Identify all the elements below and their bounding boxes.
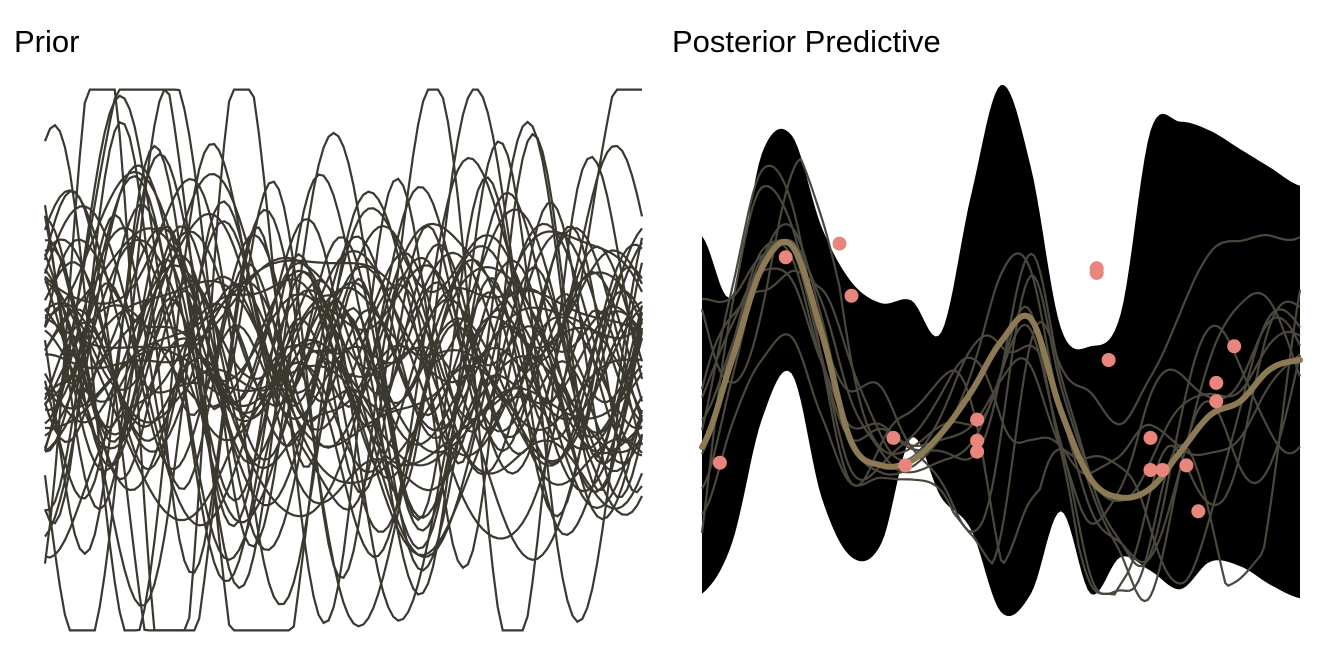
prior-title: Prior <box>14 24 80 59</box>
prior-sample-line <box>44 201 644 528</box>
prior-sample-line <box>43 120 644 625</box>
prior-sample-line <box>43 88 644 632</box>
observed-data-point <box>712 455 727 470</box>
prior-plot <box>43 88 644 632</box>
observed-data-point <box>832 236 847 251</box>
observed-data-point <box>1209 394 1224 409</box>
observed-data-point <box>1191 504 1206 519</box>
observed-data-point <box>1101 353 1116 367</box>
observed-data-point <box>778 250 793 265</box>
prior-sample-line <box>43 242 644 465</box>
posterior-sample-line <box>701 222 1302 564</box>
prior-sample-line <box>43 88 643 632</box>
observed-data-point <box>970 412 985 427</box>
observed-data-point <box>1143 463 1158 477</box>
prior-sample-line <box>44 286 643 432</box>
posterior-sample-line <box>701 234 1301 566</box>
posterior-mean-line <box>699 238 1303 501</box>
prior-sample-line <box>44 144 644 606</box>
observed-data-point <box>1227 339 1242 354</box>
prior-sample-line <box>43 156 643 559</box>
observed-data-point <box>844 288 859 303</box>
observed-data-point <box>1155 463 1170 477</box>
observed-data-point <box>886 430 901 445</box>
prior-sample-line <box>44 227 644 476</box>
prior-sample-line <box>44 185 644 521</box>
observed-data-point <box>970 444 985 459</box>
observed-data-point <box>1179 458 1194 473</box>
posterior-predictive-title: Posterior Predictive <box>672 24 941 59</box>
observed-data-point <box>898 458 913 473</box>
posterior-sample-line <box>700 252 1301 568</box>
prior-sample-line <box>44 94 643 550</box>
prior-sample-line <box>44 225 644 470</box>
prior-sample-line <box>43 205 643 559</box>
prior-sample-line <box>44 222 643 518</box>
observed-data-point <box>1143 430 1158 445</box>
observed-data-point <box>1209 375 1224 390</box>
observed-data-point <box>970 433 985 448</box>
prior-sample-line <box>44 88 644 607</box>
observed-data-point <box>1089 261 1104 276</box>
prior-sample-line <box>44 241 643 561</box>
prior-sample-line <box>43 132 644 579</box>
prior-sample-line <box>44 207 643 559</box>
posterior-plot <box>699 85 1303 616</box>
